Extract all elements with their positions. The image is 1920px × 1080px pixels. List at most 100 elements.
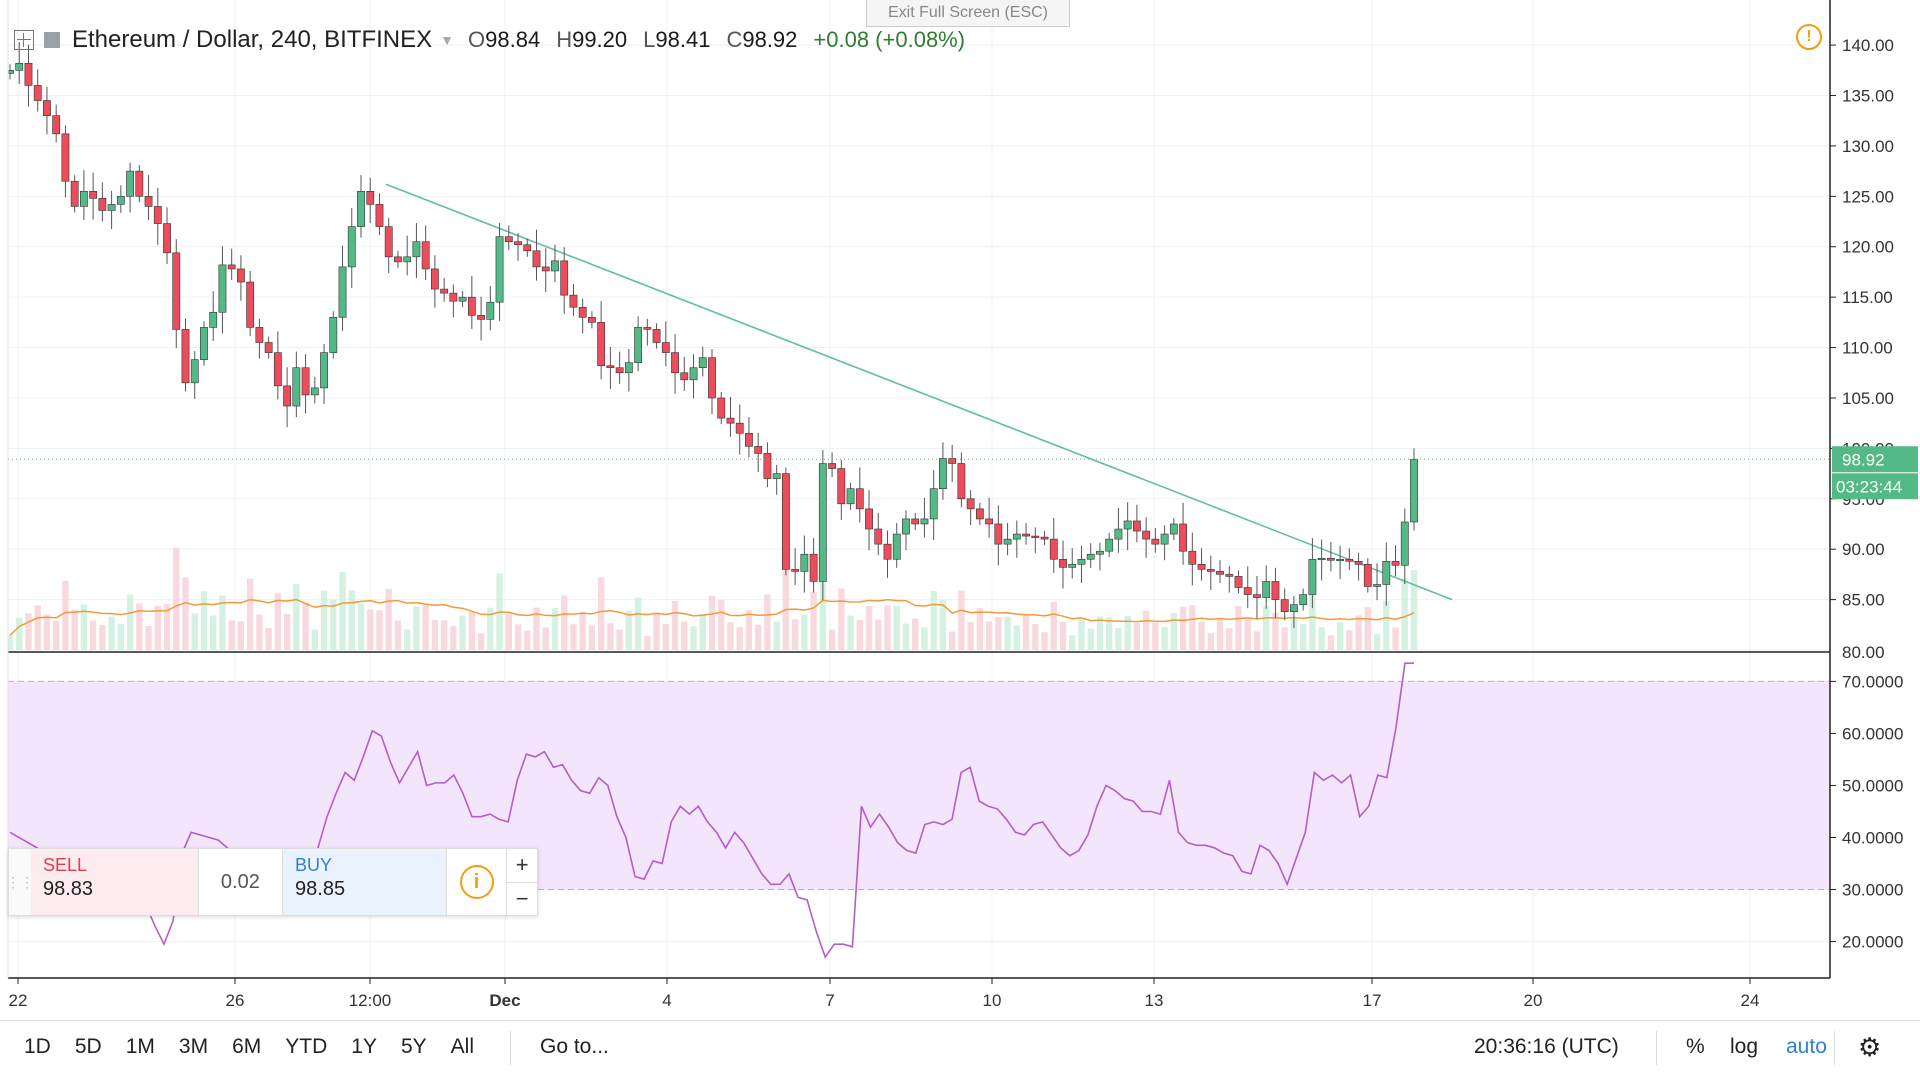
candle-body: [1308, 558, 1317, 595]
candle-body: [33, 85, 42, 101]
range-5y[interactable]: 5Y: [400, 1035, 427, 1058]
volume-bar: [1041, 632, 1048, 650]
candle-body: [874, 528, 883, 545]
candle-body: [652, 329, 661, 343]
candle-body: [661, 342, 670, 353]
candle-body: [320, 352, 328, 389]
y-tick-label: 80.00: [1842, 643, 1885, 662]
volume-bar: [1105, 617, 1113, 650]
candle-body: [985, 518, 994, 525]
candle-body: [745, 432, 753, 447]
candle-body: [1345, 558, 1354, 562]
volume-bar: [607, 623, 614, 650]
volume-bar: [108, 616, 115, 650]
volume-bar: [662, 624, 670, 650]
volume-bar: [145, 626, 152, 650]
drag-handle-icon[interactable]: ⋮⋮: [6, 849, 34, 915]
candle-body: [551, 260, 559, 272]
candle-body: [837, 468, 846, 505]
volume-bar: [533, 607, 540, 650]
range-1d[interactable]: 1D: [24, 1035, 51, 1058]
range-ytd[interactable]: YTD: [285, 1035, 328, 1058]
candle-body: [1077, 558, 1086, 565]
volume-bar: [893, 605, 900, 650]
goto-button[interactable]: Go to...: [540, 1035, 609, 1058]
volume-bar: [1004, 616, 1011, 650]
candle-body: [430, 268, 439, 290]
x-tick-label: 7: [825, 991, 834, 1010]
y-tick-label: 70.0000: [1842, 672, 1903, 691]
candle-body: [384, 226, 393, 258]
volume-bar: [1170, 613, 1178, 650]
volume-bar: [357, 603, 365, 650]
range-3m[interactable]: 3M: [178, 1035, 209, 1058]
range-6m[interactable]: 6M: [232, 1035, 262, 1058]
volume-bar: [154, 605, 161, 650]
volume-bar: [1263, 605, 1270, 650]
volume-bar: [838, 588, 845, 650]
buy-label: BUY: [295, 855, 333, 875]
buy-button[interactable]: BUY 98.85: [283, 849, 446, 915]
minus-button[interactable]: −: [515, 885, 529, 911]
candle-body: [634, 327, 643, 363]
candle-body: [1326, 557, 1335, 561]
y-tick-label: 30.0000: [1842, 881, 1903, 900]
candle-body: [1114, 528, 1123, 540]
candle-body: [532, 250, 541, 268]
volume-bar: [653, 612, 660, 650]
range-5d[interactable]: 5D: [74, 1035, 102, 1058]
volume-bar: [376, 610, 383, 650]
candle-body: [1299, 594, 1308, 605]
auto-toggle[interactable]: auto: [1786, 1035, 1827, 1058]
log-toggle[interactable]: log: [1730, 1035, 1759, 1058]
volume-bar: [1059, 621, 1067, 650]
volume-bar: [727, 622, 734, 650]
divider: [510, 1031, 511, 1065]
exclamation-circle-icon[interactable]: !: [1796, 24, 1822, 50]
volume-bar: [1299, 624, 1307, 650]
utc-clock[interactable]: 20:36:16 (UTC): [1474, 1035, 1619, 1058]
candle-body: [292, 367, 301, 407]
sell-label: SELL: [43, 855, 88, 875]
candle-body: [495, 236, 504, 303]
x-tick-label: 20: [1524, 991, 1543, 1010]
exit-fullscreen-banner[interactable]: Exit Full Screen (ESC): [866, 0, 1070, 27]
range-1y[interactable]: 1Y: [351, 1035, 377, 1058]
candle-body: [264, 342, 273, 353]
candle-body: [791, 569, 800, 572]
candle-body: [153, 206, 162, 224]
volume-bar: [52, 620, 60, 650]
candle-body: [24, 62, 33, 86]
volume-bar: [1096, 616, 1104, 650]
y-tick-label: 85.00: [1842, 591, 1885, 610]
range-all[interactable]: All: [450, 1035, 474, 1058]
sell-button[interactable]: SELL 98.83: [31, 849, 198, 915]
candle-body: [994, 523, 1003, 545]
last-price-badge: [1832, 446, 1918, 473]
info-button[interactable]: i: [445, 849, 506, 915]
x-tick-label: 10: [983, 991, 1002, 1010]
volume-bar: [985, 621, 993, 650]
volume-bar: [875, 619, 882, 650]
plus-button[interactable]: +: [507, 849, 537, 883]
symbol-title[interactable]: Ethereum / Dollar, 240, BITFINEX: [72, 26, 433, 53]
candle-body: [1197, 564, 1206, 570]
candle-body: [116, 196, 125, 205]
high-value: 99.20: [572, 27, 628, 52]
candle-body: [190, 359, 199, 384]
volume-bar: [1124, 615, 1131, 650]
candle-body: [70, 180, 79, 207]
y-tick-label: 120.00: [1842, 238, 1894, 257]
chevron-down-icon[interactable]: ▼: [440, 32, 454, 48]
plus-square-icon[interactable]: [14, 30, 34, 50]
range-1m[interactable]: 1M: [125, 1035, 155, 1058]
candle-body: [181, 329, 190, 384]
sell-price: 98.83: [43, 878, 94, 900]
candle-body: [689, 367, 698, 381]
info-icon: i: [459, 865, 494, 899]
percent-toggle[interactable]: %: [1686, 1035, 1705, 1058]
gear-icon[interactable]: ⚙: [1858, 1031, 1882, 1062]
candle-body: [597, 322, 606, 367]
